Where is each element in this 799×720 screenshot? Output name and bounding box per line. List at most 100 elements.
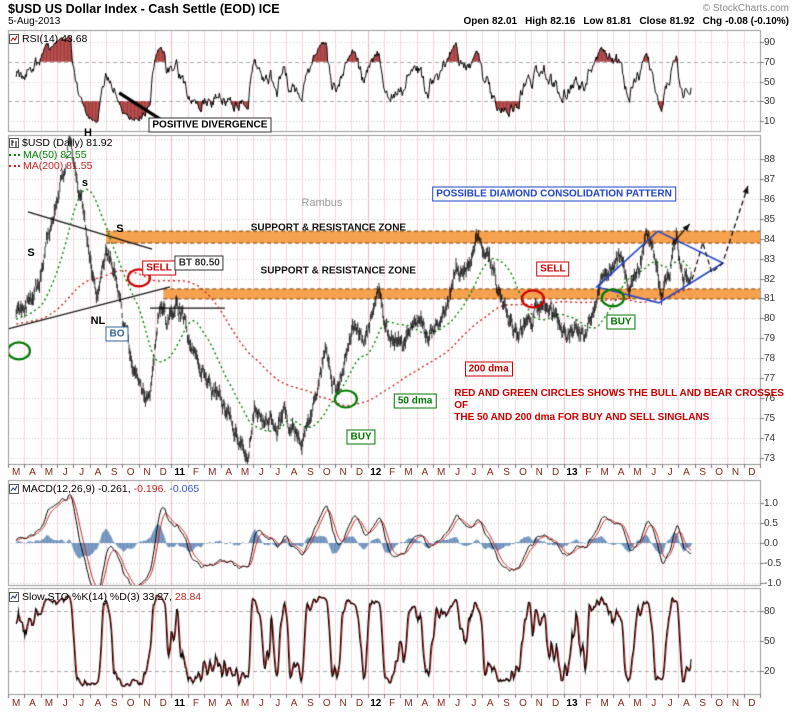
x-axis-month-label: N: [535, 467, 543, 478]
rsi-panel-label: RSI(14) 43.68: [9, 33, 87, 45]
x-axis-month-label: D: [552, 467, 560, 478]
x-axis-month-label: O: [519, 698, 527, 709]
x-axis-year-label: 13: [566, 467, 578, 478]
x-axis-month-label: A: [29, 698, 36, 709]
x-axis-month-label: A: [225, 467, 233, 478]
x-axis-month-label: D: [748, 467, 756, 478]
x-axis-month-label: M: [12, 467, 21, 478]
x-axis-month-label: S: [307, 698, 314, 709]
x-axis-month-label: M: [240, 698, 250, 709]
x-axis-month-label: N: [731, 698, 740, 709]
chart-type-icon: [9, 592, 19, 602]
chg-label: Chg: [702, 16, 723, 27]
macd-hist-value: -0.065: [169, 483, 200, 495]
x-axis-month-label: M: [208, 467, 217, 478]
x-axis-month-label: S: [503, 698, 510, 709]
x-axis-labels-bottom: M A M J J A S O N D 11 F M A M J J A S O N D 12 F M A M J J A S O N D 13 F M…: [0, 698, 799, 711]
x-axis-month-label: M: [633, 467, 642, 478]
price-panel-label: $USD (Daily) 81.92: [9, 137, 112, 149]
x-axis-month-label: N: [535, 698, 543, 709]
x-axis-month-label: J: [455, 467, 461, 478]
x-axis-year-label: 11: [174, 698, 185, 709]
x-axis-month-label: M: [437, 467, 446, 478]
low-label: Low: [583, 16, 604, 27]
chart-type-icon: [9, 484, 19, 494]
x-axis-month-label: M: [404, 698, 413, 709]
x-axis-month-label: M: [44, 698, 54, 709]
close-value: 81.92: [669, 16, 695, 27]
x-axis-year-label: 12: [370, 698, 382, 709]
x-axis-month-label: A: [617, 698, 625, 709]
x-axis-month-label: O: [715, 698, 724, 709]
x-axis-month-label: M: [600, 698, 609, 709]
sto-name: Slow STO %K(14) %D(3): [22, 591, 140, 603]
x-axis-month-label: N: [143, 698, 151, 709]
x-axis-month-label: A: [421, 467, 429, 478]
x-axis-month-label: J: [275, 698, 281, 709]
x-axis-month-label: A: [421, 698, 429, 709]
x-axis-month-label: O: [322, 698, 331, 709]
rsi-label-text: RSI(14) 43.68: [22, 33, 88, 45]
x-axis-month-label: J: [275, 467, 281, 478]
x-axis-month-label: O: [715, 467, 724, 478]
x-axis-month-label: J: [79, 698, 85, 709]
macd-name: MACD(12,26,9): [22, 483, 95, 495]
low-value: 81.81: [606, 16, 632, 27]
x-axis-month-label: O: [126, 467, 135, 478]
close-label: Close: [639, 16, 667, 27]
symbol-label-text: $USD (Daily) 81.92: [22, 137, 113, 149]
open-value: 82.01: [492, 16, 518, 27]
x-axis-month-label: F: [389, 698, 396, 709]
x-axis-year-label: 13: [566, 698, 578, 709]
open-label: Open: [463, 16, 490, 27]
x-axis-month-label: S: [699, 467, 707, 478]
macd-signal-value: -0.196.: [133, 483, 167, 495]
x-axis-month-label: J: [651, 467, 657, 478]
x-axis-month-label: O: [519, 467, 527, 478]
x-axis-month-label: A: [486, 698, 494, 709]
x-axis-month-label: A: [94, 467, 102, 478]
x-axis-month-label: A: [94, 698, 102, 709]
x-axis-month-label: M: [208, 698, 217, 709]
x-axis-month-label: O: [322, 467, 331, 478]
x-axis-month-label: J: [455, 698, 461, 709]
x-axis-month-label: A: [683, 467, 690, 478]
x-axis-month-label: A: [486, 467, 494, 478]
ma200-label-text: MA(200) 81.55: [23, 160, 93, 172]
x-axis-month-label: M: [437, 698, 446, 709]
macd-value: -0.261,: [97, 483, 131, 495]
x-axis-month-label: J: [79, 467, 85, 478]
x-axis-month-label: J: [471, 467, 477, 478]
x-axis-month-label: A: [225, 698, 233, 709]
x-axis-month-label: J: [258, 698, 264, 709]
x-axis-month-label: D: [355, 467, 364, 478]
x-axis-month-label: A: [617, 467, 625, 478]
x-axis-month-label: N: [143, 467, 151, 478]
copyright: © StockCharts.com: [702, 3, 789, 14]
x-axis-month-label: S: [110, 698, 118, 709]
chart-title: $USD US Dollar Index - Cash Settle (EOD)…: [8, 2, 280, 16]
x-axis-year-label: 12: [370, 467, 382, 478]
x-axis-month-label: M: [44, 467, 54, 478]
sto-d-value: 28.84: [174, 591, 202, 603]
x-axis-month-label: D: [159, 467, 167, 478]
ma50-legend: MA(50) 82.55: [9, 149, 87, 161]
x-axis-month-label: J: [667, 698, 673, 709]
x-axis-month-label: A: [290, 467, 298, 478]
x-axis-month-label: D: [552, 698, 560, 709]
high-label: High: [525, 16, 548, 27]
x-axis-month-label: J: [667, 467, 673, 478]
x-axis-month-label: M: [633, 698, 642, 709]
sto-panel-label: Slow STO %K(14) %D(3) 33.27, 28.84: [9, 591, 201, 603]
x-axis-month-label: A: [290, 698, 298, 709]
macd-panel-label: MACD(12,26,9) -0.261, -0.196. -0.065: [9, 483, 199, 495]
x-axis-month-label: A: [29, 467, 36, 478]
x-axis-month-label: M: [12, 698, 21, 709]
sto-k-value: 33.27,: [142, 591, 172, 603]
x-axis-month-label: N: [731, 467, 740, 478]
x-axis-month-label: D: [159, 698, 167, 709]
x-axis-month-label: M: [240, 467, 250, 478]
x-axis-month-label: J: [62, 467, 68, 478]
x-axis-labels-top: M A M J J A S O N D 11 F M A M J J A S O N D 12 F M A M J J A S O N D 13 F M…: [0, 467, 799, 480]
